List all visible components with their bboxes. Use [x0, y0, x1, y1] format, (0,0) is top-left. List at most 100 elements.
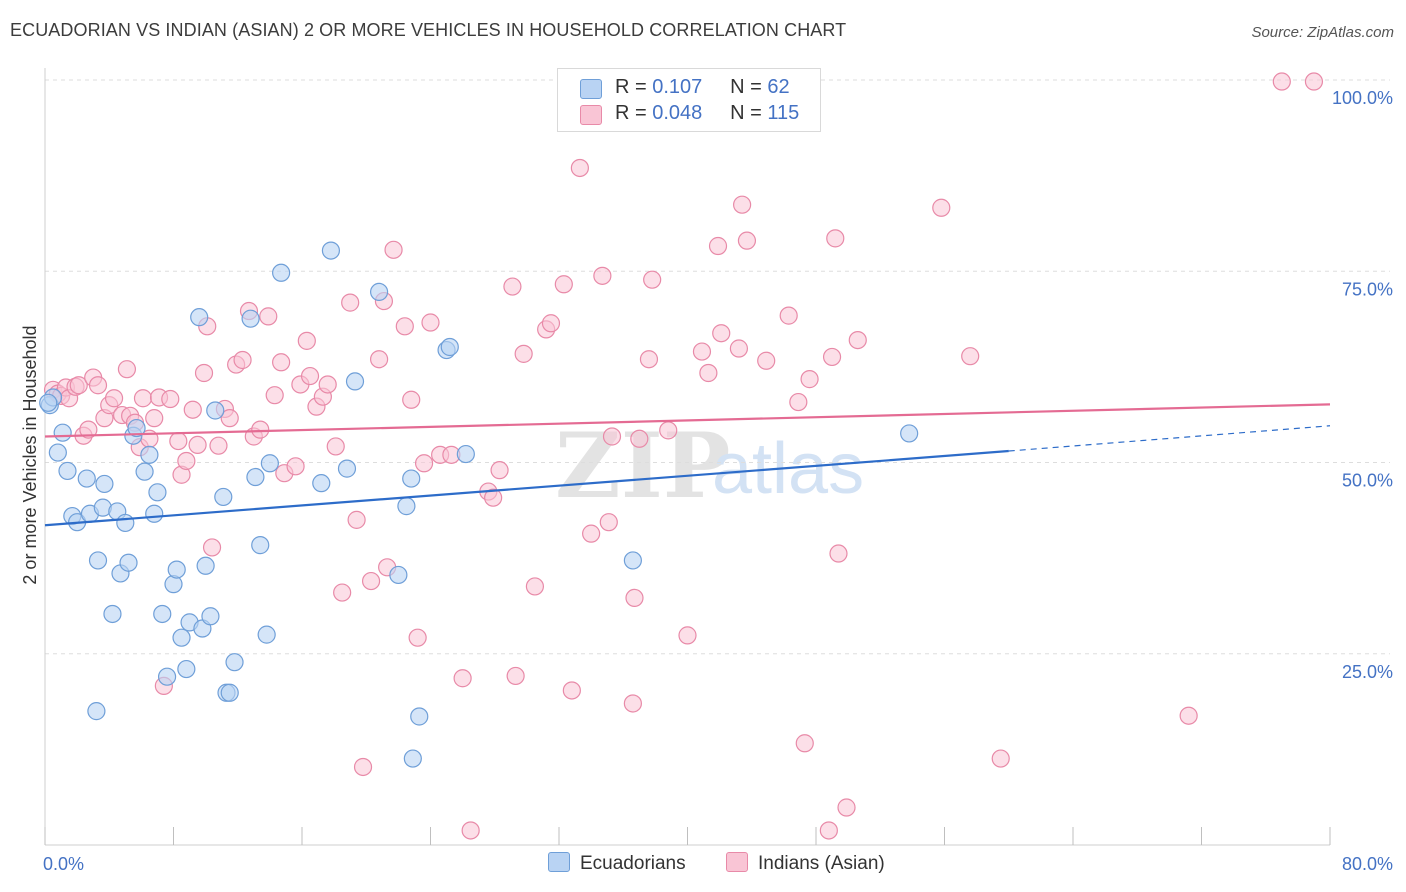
ecuadorian-point — [172, 628, 191, 647]
indian-point — [593, 266, 612, 285]
indian-point — [708, 236, 728, 256]
indian-point — [183, 400, 202, 419]
watermark-zip: ZIP — [555, 413, 730, 519]
ecuadorian-point — [201, 607, 220, 626]
legend-n-value: 62 — [767, 76, 790, 98]
indian-point — [623, 694, 642, 713]
indian-point — [361, 571, 381, 591]
indian-point — [69, 376, 88, 395]
ecuadorian-point — [225, 653, 244, 672]
indian-point — [1272, 72, 1291, 91]
indian-point — [202, 538, 222, 557]
ecuadorian-point — [157, 667, 177, 686]
ecuadorian-point — [95, 474, 114, 494]
legend-r-label: R = — [615, 76, 653, 98]
indian-point — [104, 389, 124, 408]
ecuadorian-point — [58, 461, 77, 481]
indian-point — [402, 390, 421, 409]
ecuadorian-trend-extension — [1008, 425, 1331, 452]
indian-point — [819, 821, 838, 840]
ecuadorian-point — [403, 749, 422, 768]
indian-point — [506, 666, 525, 686]
ecuadorian-point — [140, 445, 159, 464]
ecuadorian-point — [241, 309, 260, 328]
ecuadorian-point — [39, 393, 58, 412]
ecuadorian-point — [410, 707, 429, 726]
ecuadorian-point — [53, 423, 72, 442]
indian-point — [414, 454, 434, 473]
y-tick-label: 50.0% — [1342, 471, 1393, 491]
indian-point — [837, 798, 856, 817]
indian-point — [757, 351, 776, 370]
indian-point — [326, 437, 345, 456]
indian-point — [562, 681, 581, 700]
indian-point — [829, 544, 848, 563]
indian-trend-line — [44, 403, 1331, 438]
indian-point — [161, 389, 180, 409]
y-axis-label: 2 or more Vehicles in Household — [20, 325, 40, 584]
indian-point — [209, 436, 228, 455]
indian-point — [848, 331, 867, 350]
indian-point — [384, 240, 403, 259]
indian-point — [272, 353, 291, 372]
indian-point — [961, 347, 980, 366]
ecuadorian-point — [87, 702, 106, 721]
indian-point — [630, 429, 649, 448]
ecuadorian-point — [153, 604, 172, 624]
bottom-legend-label: Ecuadorians — [580, 853, 686, 874]
indian-point — [678, 626, 697, 645]
indian-point — [421, 313, 440, 332]
indian-point — [169, 431, 188, 451]
indian-point — [490, 461, 509, 480]
indian-point — [541, 314, 561, 333]
indian-swatch — [726, 852, 748, 872]
indian-point — [525, 577, 545, 596]
ecuadorian-point — [900, 424, 919, 443]
ecuadorian-point — [48, 443, 67, 462]
ecuadorian-point — [119, 553, 138, 572]
indian-point — [265, 386, 284, 405]
indian-point — [194, 363, 214, 383]
indian-point — [602, 427, 622, 446]
indian-point — [188, 435, 207, 455]
ecuadorian-point — [116, 513, 135, 533]
indian-point — [1304, 72, 1324, 91]
ecuadorian-point — [397, 497, 416, 516]
indian-point — [259, 307, 278, 326]
ecuadorian-point — [145, 504, 164, 523]
ecuadorian-point — [321, 241, 341, 260]
ecuadorian-point — [167, 560, 186, 579]
indian-point — [300, 366, 320, 386]
indian-point — [733, 195, 752, 214]
ecuadorian-point — [260, 454, 279, 473]
indian-point — [286, 457, 305, 476]
bottom-legend-label: Indians (Asian) — [758, 853, 885, 874]
indian-point — [453, 669, 472, 688]
chart-title: ECUADORIAN VS INDIAN (ASIAN) 2 OR MORE V… — [10, 20, 847, 40]
indian-point — [643, 270, 662, 289]
indian-point — [251, 420, 270, 439]
legend-n-value: 115 — [767, 102, 800, 124]
indian-point — [318, 375, 337, 394]
indian-point — [729, 339, 749, 358]
indian-point — [1179, 706, 1198, 725]
legend-r-value: 0.048 — [652, 102, 703, 124]
y-tick-label: 75.0% — [1342, 279, 1393, 299]
ecuadorian-point — [127, 418, 146, 438]
ecuadorian-points — [39, 241, 919, 768]
ecuadorian-point — [440, 337, 459, 357]
ecuadorian-point — [246, 467, 265, 487]
indian-point — [625, 588, 644, 608]
indian-point — [503, 277, 522, 296]
y-tick-label: 100.0% — [1332, 88, 1393, 108]
y-tick-labels: 25.0% 50.0% 75.0% 100.0% — [1332, 88, 1393, 682]
x-tick-label: 0.0% — [43, 854, 84, 874]
legend-r-value: 0.107 — [652, 76, 703, 98]
indian-point — [800, 370, 819, 389]
indian-swatch — [580, 105, 602, 125]
ecuadorian-point — [177, 659, 196, 679]
indian-point — [554, 275, 573, 294]
ecuadorian-point — [345, 372, 365, 391]
trend-lines — [44, 403, 1331, 527]
ecuadorian-point — [312, 474, 331, 493]
